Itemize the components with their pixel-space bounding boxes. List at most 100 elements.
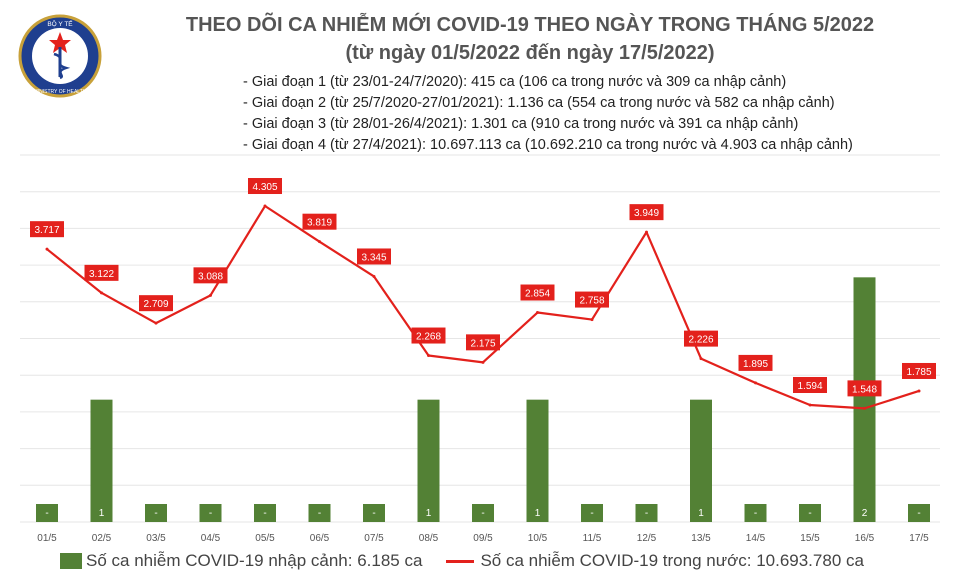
bar	[36, 504, 58, 522]
chart-subtitle: (từ ngày 01/5/2022 đến ngày 17/5/2022)	[345, 42, 715, 64]
stage-line-3: - Giai đoạn 3 (từ 28/01-26/4/2021): 1.30…	[243, 116, 799, 132]
line-point	[154, 321, 158, 325]
domestic-cases-line	[46, 204, 920, 410]
line-value-label: 1.548	[852, 384, 877, 395]
legend-item-import: Số ca nhiễm COVID-19 nhập cảnh: 6.185 ca	[60, 551, 422, 571]
line-value-label: 3.949	[634, 208, 659, 219]
bar-series-import: - 1 - - - - - 1 - 1 - - 1 - - 2 -	[36, 277, 930, 522]
line-value-label: 2.175	[470, 338, 495, 349]
bar	[635, 504, 658, 522]
chart-title: THEO DÕI CA NHIỄM MỚI COVID-19 THEO NGÀY…	[185, 14, 875, 36]
bar-value-label: -	[917, 508, 920, 519]
bar-value-label: 2	[862, 508, 868, 519]
line-value-label-box	[84, 264, 119, 281]
bar	[90, 399, 113, 522]
stage-line-1: - Giai đoạn 1 (từ 23/01-24/7/2020): 415 …	[243, 74, 787, 90]
bar	[363, 504, 385, 522]
line-value-label-box	[411, 327, 446, 344]
bar	[199, 504, 222, 522]
legend-item-domestic: Số ca nhiễm COVID-19 trong nước: 10.693.…	[446, 551, 864, 571]
line-value-label-box	[466, 334, 500, 351]
bar-value-label: -	[808, 508, 811, 519]
bar-value-label: -	[209, 508, 212, 519]
bar	[908, 504, 930, 522]
line-value-label: 2.854	[525, 289, 550, 300]
svg-text:BỘ Y TẾ: BỘ Y TẾ	[47, 18, 73, 28]
line-value-label: 2.758	[579, 296, 604, 307]
bar-value-label: -	[45, 508, 48, 519]
x-tick-label: 08/5	[419, 533, 439, 544]
line-value-label: 2.709	[143, 299, 168, 310]
stage-line-2: - Giai đoạn 2 (từ 25/7/2020-27/01/2021):…	[243, 95, 835, 111]
bar-value-label: -	[645, 508, 648, 519]
bar	[744, 504, 767, 522]
bar-value-label: 1	[426, 508, 432, 519]
bar	[308, 504, 331, 522]
line-point	[536, 311, 539, 315]
line-value-label-box	[30, 221, 64, 238]
line-value-label: 3.088	[198, 271, 223, 282]
bar-value-label: 1	[535, 508, 541, 519]
x-tick-label: 09/5	[473, 533, 493, 544]
ministry-of-health-logo: BỘ Y TẾ MINISTRY OF HEALTH	[18, 14, 102, 98]
bar	[254, 504, 276, 522]
x-tick-label: 15/5	[800, 533, 820, 544]
x-tick-label: 06/5	[310, 533, 330, 544]
line-value-label-box	[139, 295, 173, 312]
line-value-label-box	[575, 291, 609, 308]
bar-value-label: -	[263, 508, 266, 519]
legend: Số ca nhiễm COVID-19 nhập cảnh: 6.185 ca…	[60, 551, 888, 571]
line-point	[917, 389, 921, 393]
bar-value-label: -	[481, 508, 484, 519]
bar-value-label: -	[154, 508, 157, 519]
line-point	[481, 360, 485, 364]
line-value-label: 2.226	[688, 335, 713, 346]
line-value-label-box	[248, 178, 282, 195]
x-tick-label: 11/5	[583, 533, 602, 544]
x-axis-tick-labels: 01/5 02/5 03/5 04/5 05/5 06/5 07/5 08/5 09/5 10/5…	[37, 533, 929, 544]
line-value-label-box	[357, 248, 391, 265]
x-tick-label: 02/5	[92, 533, 112, 544]
line-point	[808, 403, 812, 407]
line-point	[427, 354, 430, 358]
line-value-label-box	[520, 284, 555, 301]
bar	[472, 504, 494, 522]
bar	[690, 399, 712, 522]
line-value-label: 3.345	[361, 252, 386, 263]
line-value-label-box	[684, 330, 718, 347]
line-point	[263, 204, 267, 208]
bar	[526, 399, 549, 522]
line-value-label: 1.895	[743, 359, 768, 370]
line-point	[45, 247, 49, 251]
x-tick-label: 13/5	[691, 533, 711, 544]
stage-line-4: - Giai đoạn 4 (từ 27/4/2021): 10.697.113…	[243, 137, 853, 153]
bar	[799, 504, 821, 522]
x-tick-label: 17/5	[909, 533, 929, 544]
line-point	[863, 406, 866, 410]
line-value-label: 1.785	[906, 367, 931, 378]
x-tick-label: 04/5	[201, 533, 221, 544]
line-point	[754, 381, 757, 385]
line-point	[372, 274, 376, 278]
x-tick-label: 07/5	[364, 533, 384, 544]
x-tick-label: 14/5	[746, 533, 766, 544]
bar-value-label: -	[318, 508, 321, 519]
legend-label-import: Số ca nhiễm COVID-19 nhập cảnh: 6.185 ca	[86, 551, 423, 570]
x-tick-label: 12/5	[637, 533, 657, 544]
line-value-label: 3.717	[34, 225, 59, 236]
legend-line-swatch	[446, 559, 475, 563]
x-tick-label: 16/5	[855, 533, 875, 544]
bar	[853, 277, 876, 522]
line-value-label-box	[302, 213, 337, 230]
x-tick-label: 05/5	[255, 533, 275, 544]
line-value-label-box	[902, 362, 936, 379]
line-point	[100, 291, 103, 295]
stage-summary: - Giai đoạn 1 (từ 23/01-24/7/2020): 415 …	[243, 72, 853, 156]
line-value-label: 4.305	[252, 182, 277, 193]
bar	[145, 504, 167, 522]
line-value-label-box	[847, 380, 882, 397]
line-value-label-box	[793, 377, 827, 394]
line-point	[318, 240, 321, 244]
line-point	[645, 230, 648, 234]
